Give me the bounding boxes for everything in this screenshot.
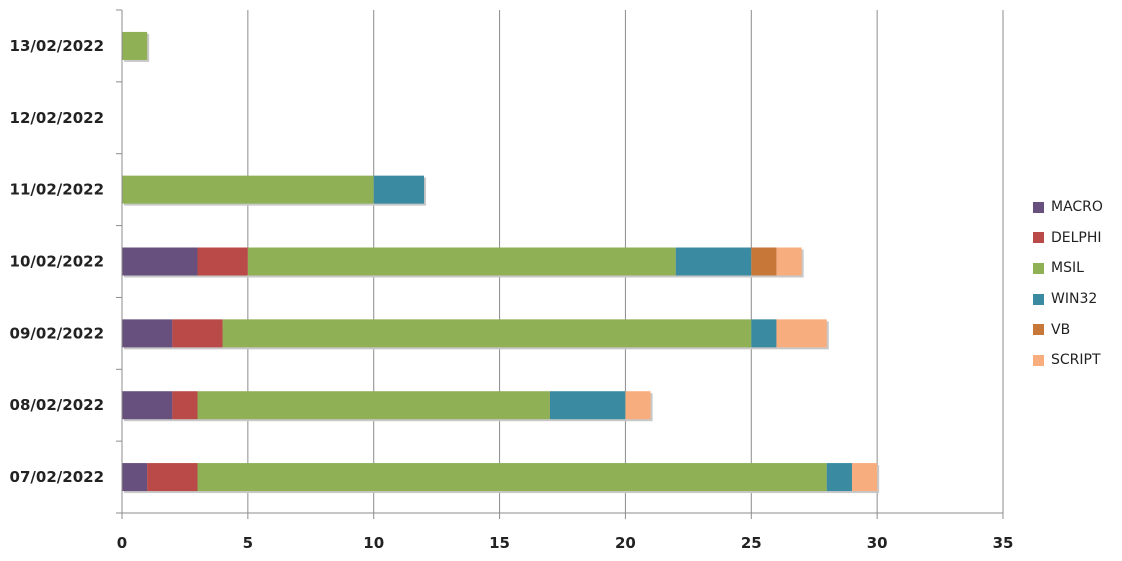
x-tick-label: 5 — [243, 534, 253, 552]
x-tick-label: 20 — [615, 534, 636, 552]
legend-swatch — [1033, 354, 1044, 366]
x-tick-label: 15 — [489, 534, 510, 552]
y-tick-labels: 07/02/2022 08/02/2022 09/02/2022 10/02/2022… — [10, 37, 104, 486]
bar-win32 — [675, 247, 752, 276]
bars — [122, 31, 880, 494]
bar-msil — [222, 319, 752, 348]
y-tick-label: 09/02/2022 — [10, 324, 104, 342]
x-tick-label: 10 — [363, 534, 384, 552]
bar-script — [851, 463, 878, 492]
bar-delphi — [172, 391, 198, 420]
legend-label: DELPHI — [1051, 229, 1102, 246]
legend-label: WIN32 — [1051, 291, 1098, 308]
x-tick-labels: 0 5 10 15 20 25 30 35 — [117, 534, 1014, 552]
bar-win32 — [751, 319, 777, 348]
legend-label: MSIL — [1051, 260, 1084, 277]
bar-msil — [197, 391, 550, 420]
bar-macro — [122, 247, 198, 276]
bar-script — [776, 247, 802, 276]
legend-item-script: SCRIPT — [1033, 345, 1103, 376]
bar-msil — [122, 175, 374, 204]
bar-delphi — [197, 247, 248, 276]
axes — [116, 9, 1004, 519]
legend-item-msil: MSIL — [1033, 253, 1103, 284]
bar-delphi — [172, 319, 223, 348]
legend-swatch — [1033, 201, 1044, 213]
legend-swatch — [1033, 293, 1044, 305]
bar-msil — [122, 31, 148, 60]
bar-msil — [197, 463, 827, 492]
bar-msil — [247, 247, 676, 276]
y-tick-label: 08/02/2022 — [10, 396, 104, 414]
x-tick-label: 35 — [993, 534, 1014, 552]
bar-script — [625, 391, 651, 420]
bar-script — [776, 319, 827, 348]
y-tick-label: 11/02/2022 — [10, 181, 104, 199]
legend: MACRO DELPHI MSIL WIN32 VB SCRIPT — [1033, 192, 1103, 376]
legend-swatch — [1033, 324, 1044, 336]
bar-vb — [751, 247, 777, 276]
bar-win32 — [373, 175, 425, 204]
legend-swatch — [1033, 232, 1044, 244]
x-tick-label: 0 — [117, 534, 127, 552]
legend-item-vb: VB — [1033, 314, 1103, 345]
y-tick-label: 12/02/2022 — [10, 109, 104, 127]
legend-label: MACRO — [1051, 199, 1103, 216]
y-tick-label: 10/02/2022 — [10, 253, 104, 271]
x-tick-label: 30 — [867, 534, 888, 552]
bar-win32 — [826, 463, 852, 492]
legend-item-macro: MACRO — [1033, 192, 1103, 223]
bar-delphi — [147, 463, 198, 492]
y-tick-label: 13/02/2022 — [10, 37, 104, 55]
bar-macro — [122, 391, 173, 420]
legend-label: SCRIPT — [1051, 352, 1101, 369]
bar-win32 — [549, 391, 626, 420]
bar-macro — [122, 319, 173, 348]
x-tick-label: 25 — [741, 534, 762, 552]
y-tick-label: 07/02/2022 — [10, 468, 104, 486]
legend-label: VB — [1051, 321, 1071, 338]
bar-macro — [122, 463, 148, 492]
legend-item-win32: WIN32 — [1033, 284, 1103, 315]
legend-item-delphi: DELPHI — [1033, 223, 1103, 254]
legend-swatch — [1033, 262, 1044, 274]
